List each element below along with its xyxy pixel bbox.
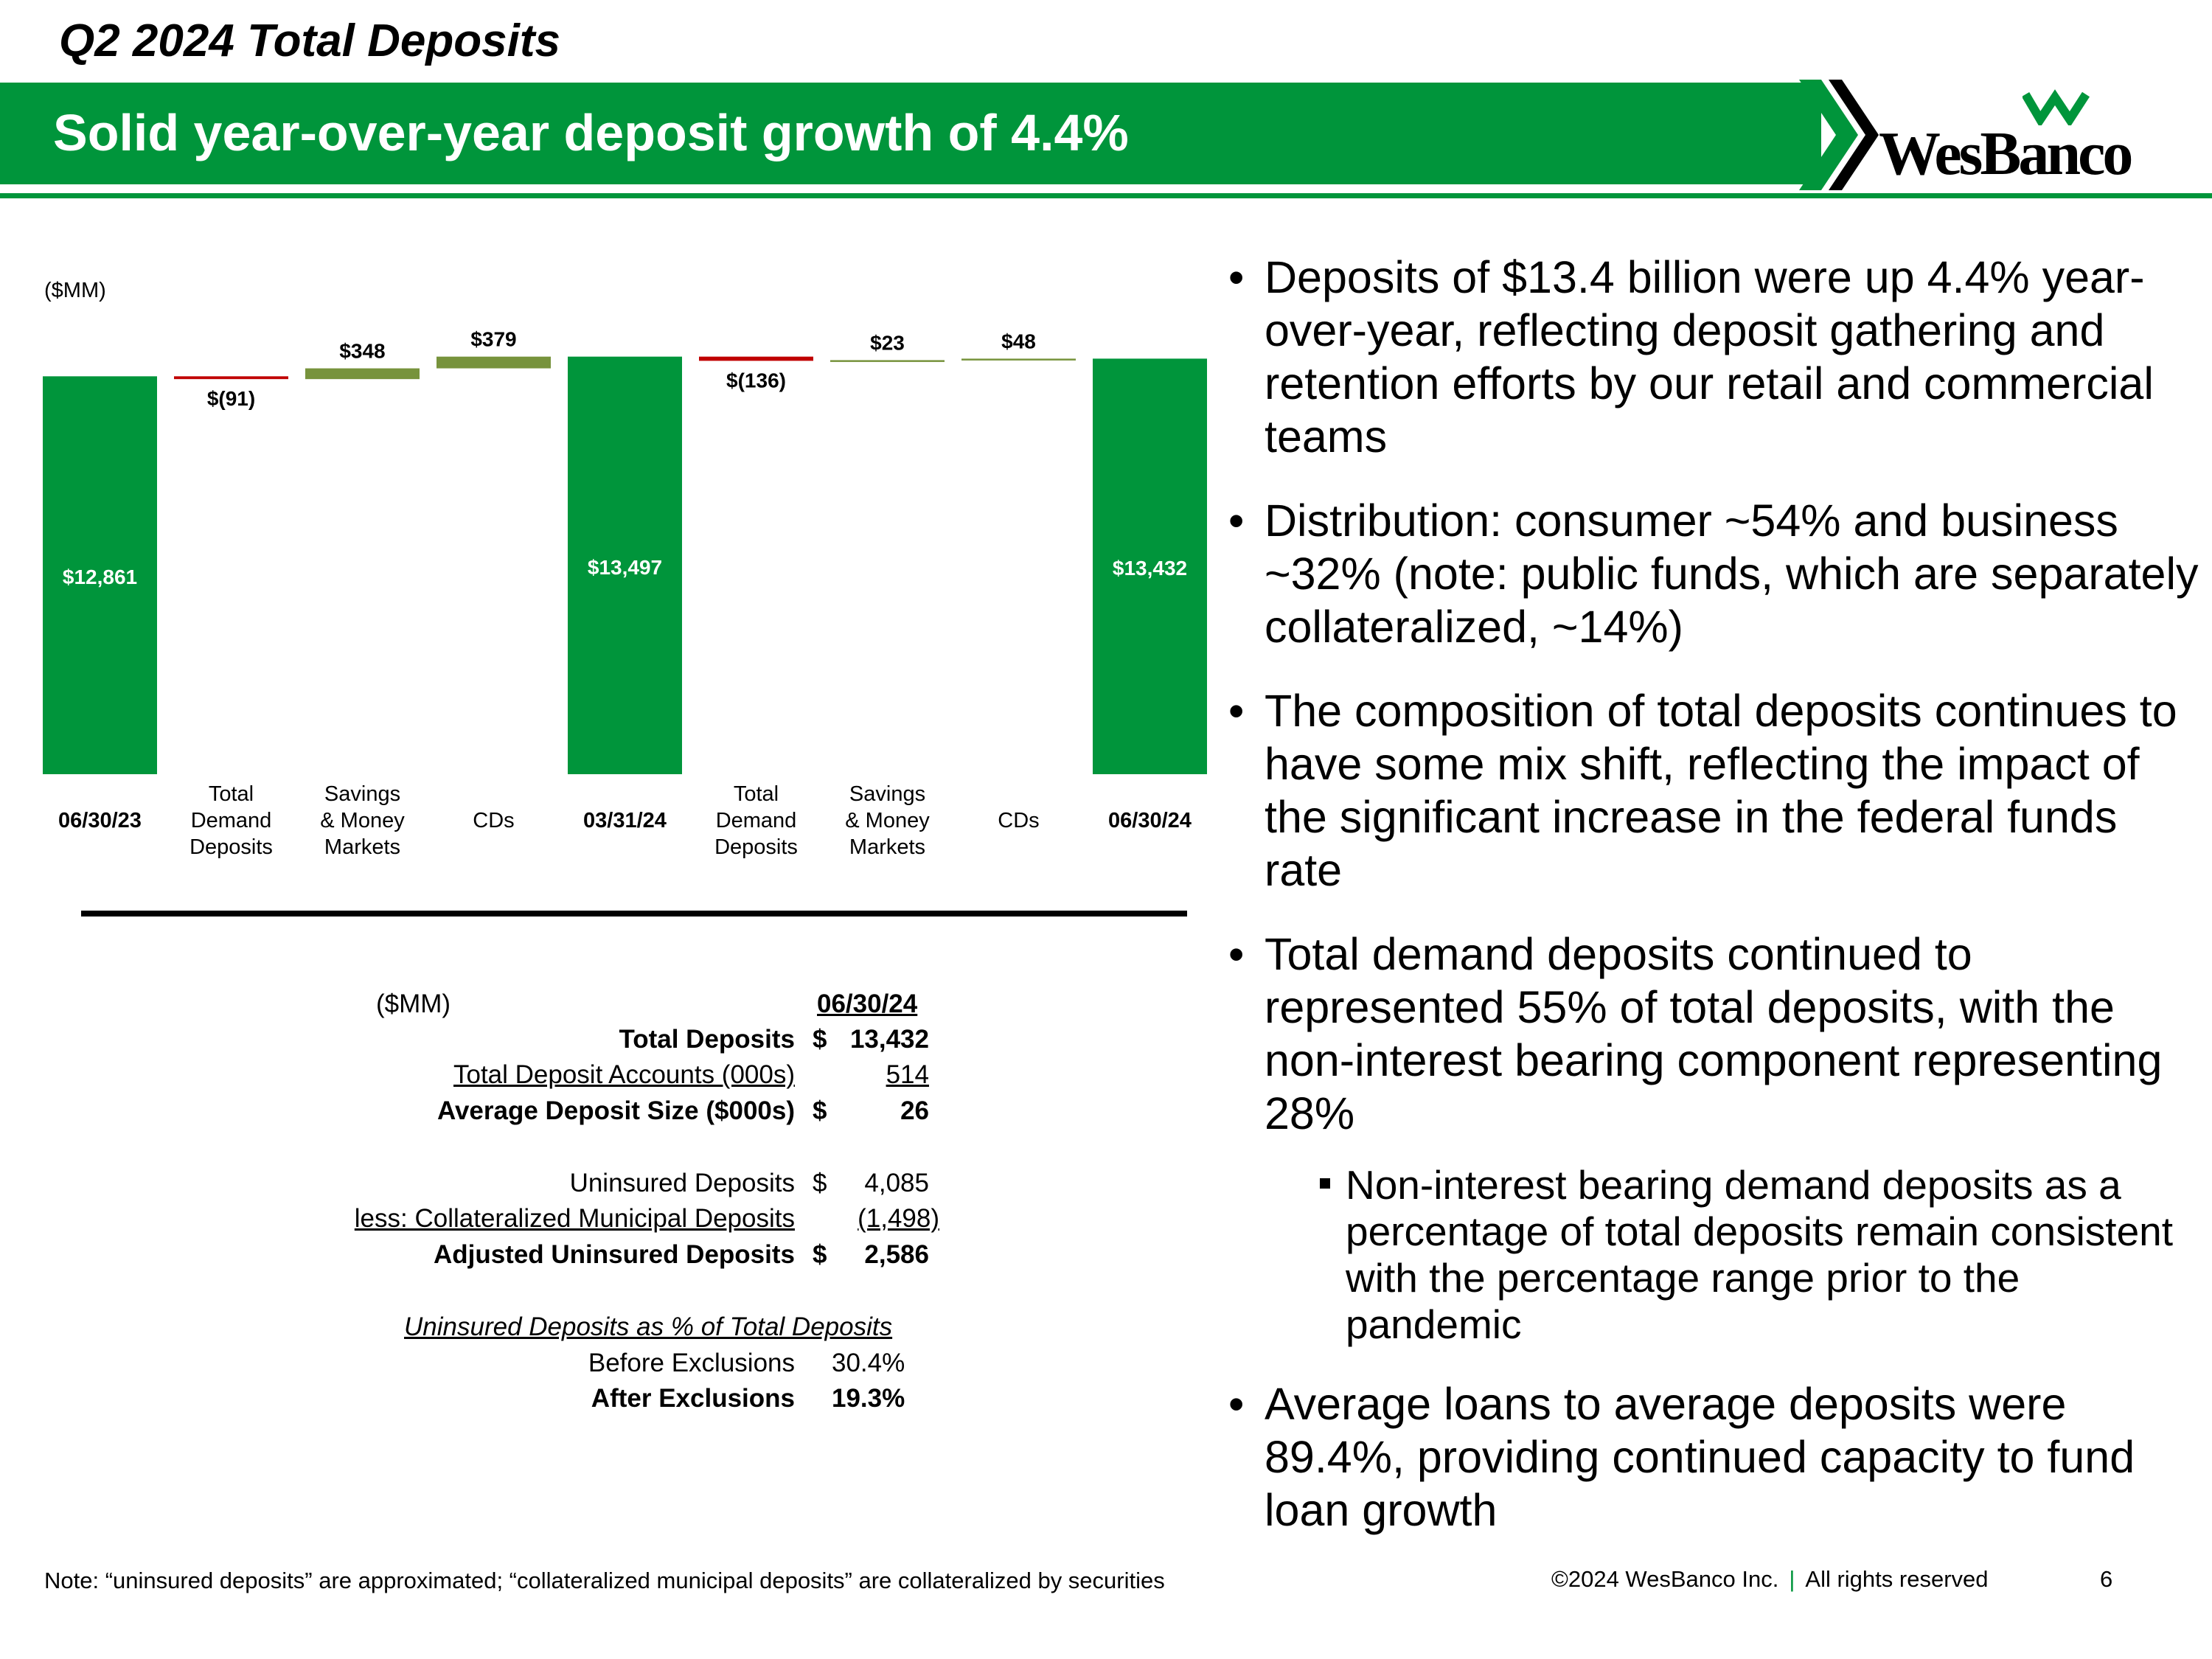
category-label: 06/30/23: [58, 809, 142, 832]
waterfall-bar: [699, 356, 813, 361]
category-label: Markets: [324, 835, 400, 859]
chart-divider: [81, 911, 1187, 917]
pct-before-label: Before Exclusions: [588, 1349, 795, 1377]
row-collateralized-label: less: Collateralized Municipal Deposits: [354, 1204, 795, 1233]
bullet-text: Distribution: consumer ~54% and business…: [1265, 495, 2199, 652]
waterfall-bar: [961, 358, 1076, 361]
row-avg-size-label: Average Deposit Size ($000s): [437, 1096, 795, 1125]
bullet-text: Deposits of $13.4 billion were up 4.4% y…: [1265, 252, 2154, 462]
category-label: & Money: [320, 809, 405, 832]
banner-title: Solid year-over-year deposit growth of 4…: [53, 104, 1129, 161]
row-adjusted-label: Adjusted Uninsured Deposits: [433, 1240, 795, 1269]
logo-mark-icon: [2023, 89, 2090, 125]
row-uninsured-label: Uninsured Deposits: [569, 1169, 795, 1197]
bullet-item: • Average loans to average deposits were …: [1228, 1379, 2135, 1535]
bullet-text: The composition of total deposits contin…: [1265, 686, 2177, 895]
row-total-deposits-value: 13,432: [849, 1025, 929, 1054]
row-accounts-label: Total Deposit Accounts (000s): [453, 1060, 795, 1089]
deposit-waterfall-chart: ($MM) $12,861 06/30/23 $(91) Total Demand Depo…: [43, 279, 1207, 859]
pct-after-value: 19.3%: [832, 1384, 905, 1413]
page-title: Q2 2024 Total Deposits: [59, 15, 560, 66]
category-label: Demand: [716, 809, 797, 832]
pct-after-label: After Exclusions: [591, 1384, 795, 1413]
row-total-deposits-label: Total Deposits: [619, 1025, 795, 1054]
bar-value-label: $13,497: [588, 556, 662, 579]
bar-value-label: $348: [339, 340, 385, 363]
bullet-item: • Deposits of $13.4 billion were up 4.4% …: [1228, 252, 2154, 462]
row-collateralized-value: (1,498): [858, 1204, 939, 1233]
waterfall-bar: [830, 360, 945, 362]
bullet-item: • Total demand deposits continued to repr…: [1228, 929, 2163, 1138]
bullet-text: Total demand deposits continued to repre…: [1265, 929, 2163, 1138]
bar-value-label: $(136): [726, 369, 786, 392]
bar-value-label: $48: [1001, 330, 1036, 352]
category-label: & Money: [845, 809, 930, 832]
category-label: 03/31/24: [583, 809, 667, 832]
category-label: Savings: [849, 782, 925, 806]
page-number: 6: [2100, 1566, 2113, 1592]
waterfall-bar: [568, 356, 682, 774]
waterfall-bar: [174, 376, 288, 380]
bar-value-label: $13,432: [1113, 557, 1187, 580]
row-uninsured-dollar: $: [813, 1169, 827, 1197]
bar-value-label: $23: [870, 331, 905, 354]
row-uninsured-value: 4,085: [864, 1169, 929, 1197]
footer-note: Note: “uninsured deposits” are approxima…: [44, 1568, 1165, 1593]
category-label: Total: [209, 782, 254, 806]
row-adjusted-dollar: $: [813, 1240, 827, 1269]
footer-copyright: ©2024 WesBanco Inc. | All rights reserved: [1551, 1566, 1989, 1593]
waterfall-bar: [305, 368, 420, 380]
footer-separator: |: [1789, 1566, 1795, 1592]
category-label: Demand: [191, 809, 272, 832]
chart-unit-label: ($MM): [44, 279, 106, 302]
row-adjusted-value: 2,586: [864, 1240, 929, 1269]
waterfall-bar: [1093, 358, 1207, 774]
category-label: Total: [734, 782, 779, 806]
sub-bullet-item: Non-interest bearing demand deposits as …: [1224, 1162, 2205, 1348]
bullet-item: • Distribution: consumer ~54% and busines…: [1228, 495, 2199, 652]
pct-before-value: 30.4%: [832, 1349, 905, 1377]
bullet-list: • Deposits of $13.4 billion were up 4.4% …: [1224, 251, 2205, 1568]
waterfall-bar: [43, 376, 157, 775]
copyright-text: ©2024 WesBanco Inc.: [1551, 1566, 1779, 1592]
category-label: 06/30/24: [1108, 809, 1192, 832]
bullet-text: Average loans to average deposits were 8…: [1265, 1379, 2135, 1535]
row-accounts-value: 514: [886, 1060, 929, 1089]
row-avg-size-dollar: $: [813, 1096, 827, 1125]
category-label: Deposits: [714, 835, 798, 859]
banner-rule: [0, 193, 2212, 198]
category-label: CDs: [998, 809, 1039, 832]
table-unit-label: ($MM): [376, 990, 451, 1018]
pct-title: Uninsured Deposits as % of Total Deposit…: [404, 1312, 893, 1341]
category-label: Savings: [324, 782, 400, 806]
row-total-deposits-dollar: $: [813, 1025, 827, 1054]
rights-text: All rights reserved: [1805, 1566, 1989, 1592]
sub-bullet-text: Non-interest bearing demand deposits as …: [1346, 1162, 2174, 1347]
waterfall-bar: [437, 356, 551, 369]
bar-value-label: $12,861: [63, 566, 137, 588]
category-label: CDs: [473, 809, 514, 832]
bullet-item: • The composition of total deposits conti…: [1228, 686, 2177, 895]
wesbanco-logo: WesBanco: [1879, 88, 2137, 188]
title-banner: [0, 83, 1821, 184]
category-label: Markets: [849, 835, 925, 859]
row-avg-size-value: 26: [900, 1096, 929, 1125]
square-bullet-icon: [1320, 1178, 1330, 1189]
bar-value-label: $379: [470, 328, 516, 351]
logo-text: WesBanco: [1879, 119, 2133, 188]
table-date-header: 06/30/24: [817, 990, 918, 1018]
chevron-decoration-icon: [1799, 80, 1879, 190]
category-label: Deposits: [189, 835, 273, 859]
bar-value-label: $(91): [207, 387, 255, 410]
